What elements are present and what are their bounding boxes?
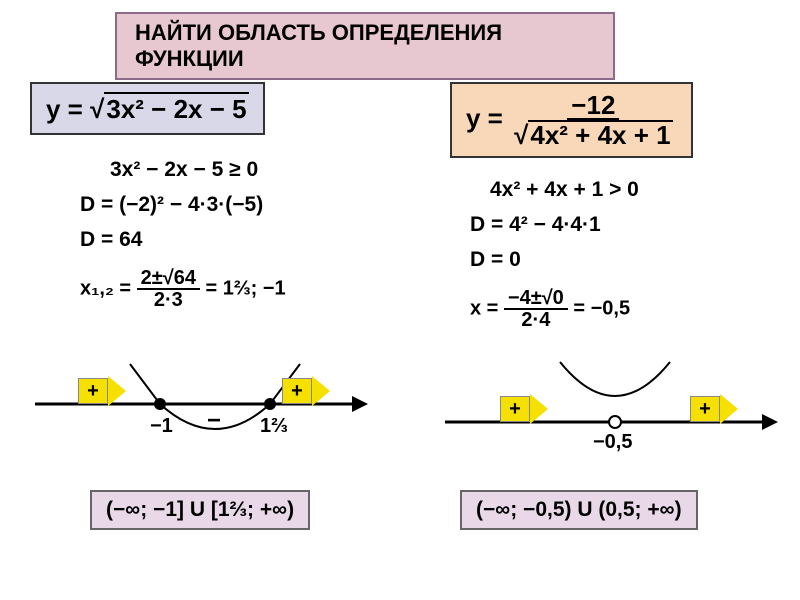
left-sign-chart: −1 1⅔ − + +	[30, 350, 370, 460]
right-answer: (−∞; −0,5) U (0,5; +∞)	[476, 498, 682, 521]
left-answer-box: (−∞; −1] U [1⅔; +∞)	[90, 490, 310, 530]
sign-arrow-left: +	[78, 376, 126, 406]
right-roots: x = −4±√02·4 = −0,5	[470, 288, 630, 330]
svg-text:−1: −1	[150, 415, 173, 437]
left-formula-radicand: 3x² − 2x − 5	[104, 92, 248, 125]
left-roots: x₁,₂ = 2±√642·3 = 1⅔; −1	[80, 268, 286, 310]
right-formula-radicand: 4x² + 4x + 1	[528, 120, 672, 148]
left-answer: (−∞; −1] U [1⅔; +∞)	[106, 498, 294, 521]
right-formula-numerator: −12	[567, 92, 619, 120]
right-sign-chart: −0,5 + +	[440, 350, 780, 460]
left-inequality: 3x² − 2x − 5 ≥ 0	[110, 158, 258, 182]
left-roots-tail: = 1⅔; −1	[200, 277, 286, 299]
right-answer-box: (−∞; −0,5) U (0,5; +∞)	[460, 490, 698, 530]
left-discriminant-2: D = 64	[80, 228, 142, 252]
right-roots-tail: = −0,5	[568, 297, 630, 319]
svg-text:1⅔: 1⅔	[260, 415, 288, 437]
sign-arrow-left: +	[500, 394, 548, 424]
right-formula-box: y = −124x² + 4x + 1	[450, 82, 693, 158]
right-inequality: 4x² + 4x + 1 > 0	[490, 178, 639, 202]
sign-arrow-right: +	[282, 376, 330, 406]
svg-text:−: −	[207, 407, 221, 434]
right-discriminant-2: D = 0	[470, 248, 521, 272]
left-formula-prefix: y =	[46, 94, 90, 124]
svg-text:−0,5: −0,5	[593, 431, 632, 453]
left-formula-box: y = 3x² − 2x − 5	[30, 82, 265, 135]
sqrt-icon	[514, 122, 528, 148]
right-formula-prefix: y =	[466, 103, 510, 133]
title-text: НАЙТИ ОБЛАСТЬ ОПРЕДЕЛЕНИЯ ФУНКЦИИ	[135, 20, 502, 71]
sqrt-icon	[90, 94, 104, 125]
right-discriminant-1: D = 4² − 4·4·1	[470, 213, 601, 237]
sign-arrow-right: +	[690, 394, 738, 424]
page-title: НАЙТИ ОБЛАСТЬ ОПРЕДЕЛЕНИЯ ФУНКЦИИ	[115, 12, 615, 80]
left-roots-x: x₁,₂ =	[80, 277, 137, 299]
left-discriminant-1: D = (−2)² − 4·3·(−5)	[80, 193, 263, 217]
right-formula-denominator: 4x² + 4x + 1	[510, 120, 677, 148]
right-roots-x: x =	[470, 297, 504, 319]
right-formula-fraction: −124x² + 4x + 1	[510, 92, 677, 148]
